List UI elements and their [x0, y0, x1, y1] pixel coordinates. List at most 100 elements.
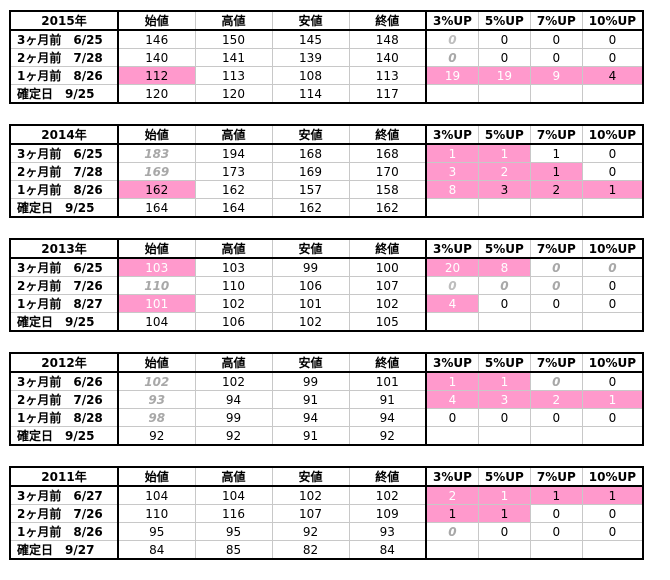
value-cell[interactable] — [425, 540, 479, 560]
row-label[interactable]: 3ヶ月前 6/26 — [9, 371, 119, 391]
value-cell[interactable]: 162 — [271, 198, 350, 218]
column-header[interactable]: 5%UP — [477, 466, 531, 487]
value-cell[interactable]: 169 — [117, 162, 196, 181]
value-cell[interactable]: 0 — [425, 408, 479, 427]
value-cell[interactable]: 0 — [581, 29, 645, 49]
value-cell[interactable]: 1 — [529, 162, 583, 181]
value-cell[interactable]: 104 — [117, 312, 196, 332]
value-cell[interactable]: 116 — [194, 504, 273, 523]
value-cell[interactable]: 101 — [271, 294, 350, 313]
value-cell[interactable]: 1 — [477, 504, 531, 523]
value-cell[interactable]: 1 — [529, 485, 583, 505]
year-title[interactable]: 2015年 — [9, 10, 119, 31]
value-cell[interactable]: 164 — [117, 198, 196, 218]
value-cell[interactable]: 2 — [529, 390, 583, 409]
column-header[interactable]: 安値 — [271, 124, 350, 145]
value-cell[interactable]: 0 — [425, 48, 479, 67]
column-header[interactable]: 3%UP — [425, 238, 479, 259]
value-cell[interactable] — [529, 312, 583, 332]
column-header[interactable]: 終値 — [348, 238, 427, 259]
value-cell[interactable]: 98 — [117, 408, 196, 427]
value-cell[interactable]: 0 — [529, 276, 583, 295]
value-cell[interactable]: 0 — [529, 257, 583, 277]
value-cell[interactable]: 157 — [271, 180, 350, 199]
value-cell[interactable]: 1 — [581, 390, 645, 409]
column-header[interactable]: 始値 — [117, 352, 196, 373]
value-cell[interactable]: 170 — [348, 162, 427, 181]
value-cell[interactable]: 117 — [348, 84, 427, 104]
value-cell[interactable]: 107 — [348, 276, 427, 295]
value-cell[interactable]: 0 — [581, 48, 645, 67]
row-label[interactable]: 3ヶ月前 6/25 — [9, 29, 119, 49]
column-header[interactable]: 7%UP — [529, 10, 583, 31]
value-cell[interactable]: 107 — [271, 504, 350, 523]
column-header[interactable]: 始値 — [117, 238, 196, 259]
value-cell[interactable] — [581, 84, 645, 104]
value-cell[interactable]: 0 — [529, 371, 583, 391]
value-cell[interactable]: 3 — [477, 390, 531, 409]
value-cell[interactable]: 168 — [348, 143, 427, 163]
value-cell[interactable]: 4 — [425, 390, 479, 409]
column-header[interactable]: 7%UP — [529, 352, 583, 373]
value-cell[interactable]: 101 — [117, 294, 196, 313]
value-cell[interactable]: 94 — [194, 390, 273, 409]
year-title[interactable]: 2012年 — [9, 352, 119, 373]
value-cell[interactable]: 139 — [271, 48, 350, 67]
value-cell[interactable]: 146 — [117, 29, 196, 49]
value-cell[interactable]: 95 — [194, 522, 273, 541]
row-label[interactable]: 確定日 9/25 — [9, 426, 119, 446]
year-title[interactable]: 2014年 — [9, 124, 119, 145]
value-cell[interactable] — [477, 540, 531, 560]
value-cell[interactable]: 82 — [271, 540, 350, 560]
column-header[interactable]: 始値 — [117, 466, 196, 487]
value-cell[interactable]: 4 — [425, 294, 479, 313]
value-cell[interactable] — [425, 426, 479, 446]
column-header[interactable]: 終値 — [348, 352, 427, 373]
value-cell[interactable]: 99 — [194, 408, 273, 427]
column-header[interactable]: 安値 — [271, 466, 350, 487]
value-cell[interactable]: 8 — [477, 257, 531, 277]
value-cell[interactable]: 148 — [348, 29, 427, 49]
value-cell[interactable]: 0 — [529, 408, 583, 427]
value-cell[interactable] — [425, 312, 479, 332]
value-cell[interactable]: 109 — [348, 504, 427, 523]
column-header[interactable]: 5%UP — [477, 10, 531, 31]
row-label[interactable]: 1ヶ月前 8/26 — [9, 180, 119, 199]
value-cell[interactable] — [529, 198, 583, 218]
column-header[interactable]: 高値 — [194, 352, 273, 373]
value-cell[interactable]: 19 — [477, 66, 531, 85]
row-label[interactable]: 2ヶ月前 7/26 — [9, 504, 119, 523]
row-label[interactable]: 確定日 9/27 — [9, 540, 119, 560]
value-cell[interactable] — [581, 312, 645, 332]
value-cell[interactable]: 99 — [271, 371, 350, 391]
value-cell[interactable]: 103 — [117, 257, 196, 277]
value-cell[interactable]: 9 — [529, 66, 583, 85]
value-cell[interactable] — [529, 426, 583, 446]
value-cell[interactable] — [529, 84, 583, 104]
value-cell[interactable]: 102 — [348, 294, 427, 313]
column-header[interactable]: 5%UP — [477, 352, 531, 373]
column-header[interactable]: 始値 — [117, 124, 196, 145]
value-cell[interactable]: 1 — [581, 485, 645, 505]
value-cell[interactable]: 102 — [348, 485, 427, 505]
column-header[interactable]: 5%UP — [477, 238, 531, 259]
column-header[interactable]: 安値 — [271, 352, 350, 373]
value-cell[interactable]: 91 — [348, 390, 427, 409]
column-header[interactable]: 7%UP — [529, 238, 583, 259]
value-cell[interactable]: 100 — [348, 257, 427, 277]
value-cell[interactable]: 19 — [425, 66, 479, 85]
column-header[interactable]: 高値 — [194, 238, 273, 259]
value-cell[interactable]: 0 — [529, 294, 583, 313]
value-cell[interactable]: 92 — [271, 522, 350, 541]
value-cell[interactable]: 93 — [348, 522, 427, 541]
column-header[interactable]: 安値 — [271, 238, 350, 259]
column-header[interactable]: 3%UP — [425, 124, 479, 145]
column-header[interactable]: 10%UP — [581, 124, 645, 145]
row-label[interactable]: 3ヶ月前 6/25 — [9, 143, 119, 163]
value-cell[interactable] — [425, 198, 479, 218]
row-label[interactable]: 1ヶ月前 8/27 — [9, 294, 119, 313]
value-cell[interactable]: 2 — [477, 162, 531, 181]
value-cell[interactable]: 105 — [348, 312, 427, 332]
value-cell[interactable]: 91 — [271, 390, 350, 409]
value-cell[interactable] — [477, 312, 531, 332]
